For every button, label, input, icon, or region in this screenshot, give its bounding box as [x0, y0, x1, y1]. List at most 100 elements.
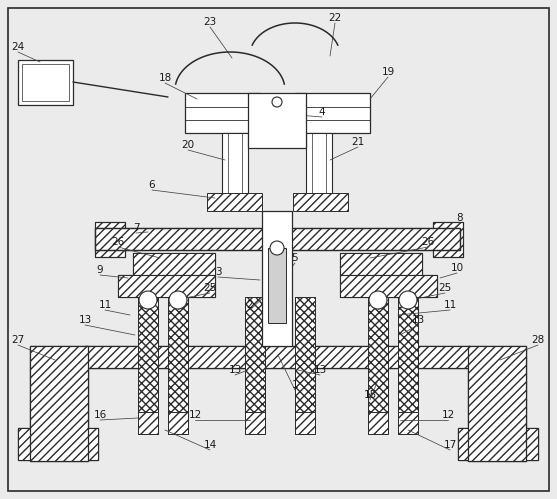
Text: 22: 22	[329, 13, 341, 23]
Bar	[138, 412, 158, 434]
Bar	[368, 297, 388, 417]
Bar	[118, 275, 215, 297]
Bar	[398, 412, 418, 434]
Bar	[138, 412, 158, 434]
Bar	[295, 412, 315, 434]
Bar	[368, 412, 388, 434]
Bar	[168, 297, 188, 417]
Bar	[95, 228, 460, 250]
Bar	[95, 222, 125, 257]
Bar	[207, 193, 262, 211]
Text: 1: 1	[292, 380, 299, 390]
Bar	[168, 412, 188, 434]
Circle shape	[272, 97, 282, 107]
Bar	[340, 253, 422, 275]
Bar	[133, 253, 215, 275]
Bar	[133, 253, 215, 275]
Bar	[245, 297, 265, 417]
Bar	[248, 93, 306, 148]
Text: 7: 7	[133, 223, 139, 233]
Bar	[368, 412, 388, 434]
Circle shape	[399, 291, 417, 309]
Text: 28: 28	[531, 335, 545, 345]
Bar	[293, 193, 348, 211]
Bar	[458, 428, 538, 460]
Bar	[398, 297, 418, 417]
Bar	[118, 275, 215, 297]
Bar	[468, 346, 526, 461]
Text: 13: 13	[228, 365, 242, 375]
Bar	[30, 346, 88, 461]
Bar	[306, 133, 332, 203]
Bar	[340, 253, 422, 275]
Text: 11: 11	[99, 300, 111, 310]
Bar	[295, 297, 315, 417]
Bar	[433, 222, 463, 257]
Circle shape	[169, 291, 187, 309]
Bar	[85, 346, 470, 368]
Text: 23: 23	[203, 17, 217, 27]
Text: 17: 17	[443, 440, 457, 450]
Bar	[295, 93, 370, 133]
Bar	[398, 412, 418, 434]
Bar	[185, 93, 260, 133]
Bar	[340, 275, 437, 297]
Bar	[168, 297, 188, 417]
Bar	[245, 412, 265, 434]
Bar	[433, 222, 463, 257]
Text: 25: 25	[438, 283, 452, 293]
Bar	[138, 297, 158, 417]
Bar	[245, 412, 265, 434]
Circle shape	[270, 241, 284, 255]
Bar	[85, 346, 470, 368]
Bar	[138, 297, 158, 417]
Text: 19: 19	[382, 67, 394, 77]
Text: 24: 24	[11, 42, 25, 52]
Bar	[95, 222, 125, 257]
Text: 16: 16	[94, 410, 106, 420]
Text: 13: 13	[412, 315, 424, 325]
Text: 15: 15	[363, 390, 377, 400]
Bar	[295, 412, 315, 434]
Bar	[245, 297, 265, 417]
Text: 5: 5	[292, 253, 299, 263]
Bar	[468, 346, 526, 461]
Text: 13: 13	[79, 315, 91, 325]
Circle shape	[139, 291, 157, 309]
Bar	[222, 133, 248, 203]
Text: 2: 2	[247, 300, 253, 310]
Text: 26: 26	[111, 237, 125, 247]
Text: 12: 12	[188, 410, 202, 420]
Bar	[368, 297, 388, 417]
Text: 9: 9	[97, 265, 103, 275]
Text: 20: 20	[182, 140, 194, 150]
Bar	[95, 228, 460, 250]
Bar	[18, 428, 98, 460]
Text: 10: 10	[451, 263, 463, 273]
Bar	[268, 248, 286, 323]
Bar	[295, 297, 315, 417]
Circle shape	[369, 291, 387, 309]
Text: 13: 13	[314, 365, 326, 375]
Text: 12: 12	[441, 410, 455, 420]
Bar	[340, 275, 437, 297]
Text: 11: 11	[443, 300, 457, 310]
Bar	[398, 297, 418, 417]
Text: 8: 8	[457, 213, 463, 223]
Text: 26: 26	[422, 237, 434, 247]
Bar	[262, 211, 292, 346]
Text: 27: 27	[11, 335, 25, 345]
Bar	[18, 428, 98, 460]
Text: 14: 14	[203, 440, 217, 450]
Bar	[18, 60, 73, 105]
Text: 4: 4	[319, 107, 325, 117]
Text: 18: 18	[158, 73, 172, 83]
Text: 25: 25	[203, 283, 217, 293]
Bar	[22, 64, 69, 101]
Text: 21: 21	[351, 137, 365, 147]
Text: 6: 6	[149, 180, 155, 190]
Bar	[30, 346, 88, 461]
Text: 3: 3	[214, 267, 221, 277]
Bar	[458, 428, 538, 460]
Bar	[168, 412, 188, 434]
